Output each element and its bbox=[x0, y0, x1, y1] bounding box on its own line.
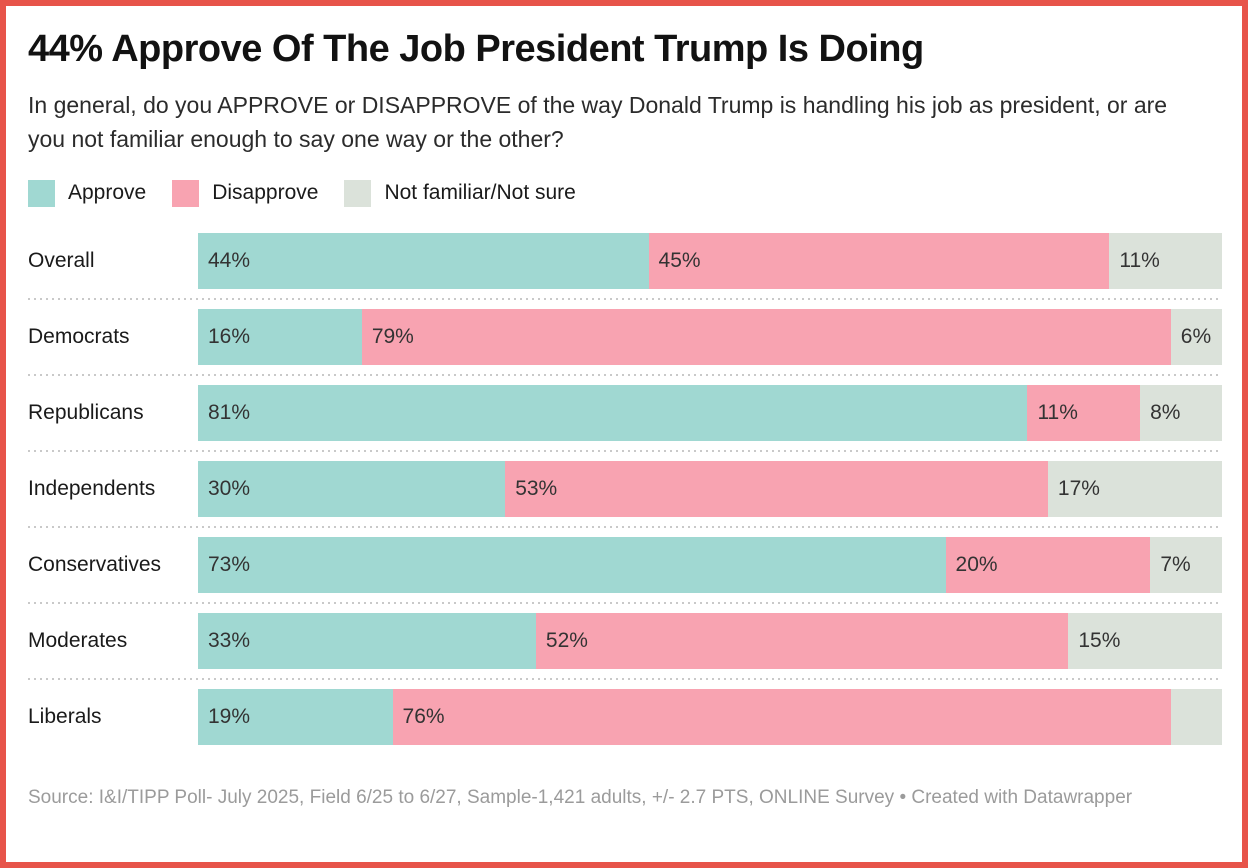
segment-value-label: 8% bbox=[1150, 400, 1181, 424]
source-note: Source: I&I/TIPP Poll- July 2025, Field … bbox=[28, 786, 1133, 808]
bar: 19% 76% bbox=[198, 688, 1222, 745]
bar-row: Conservatives 73% 20% 7% bbox=[28, 536, 1222, 593]
bar-segment-approve: 81% bbox=[198, 384, 1028, 441]
segment-value-label: 17% bbox=[1057, 476, 1100, 500]
bar-segment-approve: 19% bbox=[198, 688, 393, 745]
bar-segment-disapprove: 52% bbox=[535, 612, 1069, 669]
bar: 44% 45% 11% bbox=[198, 232, 1222, 289]
chart-title: 44% Approve Of The Job President Trump I… bbox=[28, 28, 924, 70]
legend-swatch-disapprove bbox=[172, 179, 200, 207]
bar-segment-not-familiar-not-sure: 6% bbox=[1170, 308, 1222, 365]
segment-value-label: 30% bbox=[208, 476, 251, 500]
legend-item: Disapprove bbox=[172, 179, 319, 207]
segment-value-label: 81% bbox=[208, 400, 251, 424]
row-divider bbox=[28, 525, 1222, 528]
segment-value-label: 11% bbox=[1119, 248, 1160, 272]
category-label: Independents bbox=[28, 476, 156, 500]
bar-segment-disapprove: 45% bbox=[648, 232, 1110, 289]
bar: 73% 20% 7% bbox=[198, 536, 1222, 593]
bar-row: Democrats 16% 79% 6% bbox=[28, 308, 1222, 365]
segment-value-label: 16% bbox=[208, 324, 251, 348]
legend-label: Approve bbox=[68, 181, 147, 205]
row-divider bbox=[28, 297, 1222, 300]
segment-value-label: 7% bbox=[1160, 552, 1191, 576]
bar-segment-not-familiar-not-sure: 11% bbox=[1109, 232, 1222, 289]
bar-segment-disapprove: 79% bbox=[361, 308, 1171, 365]
segment-value-label: 11% bbox=[1037, 400, 1078, 424]
legend-item: Approve bbox=[28, 179, 147, 207]
chart-subtitle: In general, do you APPROVE or DISAPPROVE… bbox=[28, 91, 1168, 152]
segment-value-label: 73% bbox=[208, 552, 251, 576]
category-label: Overall bbox=[28, 248, 95, 272]
bar-segment-disapprove: 11% bbox=[1027, 384, 1141, 441]
row-divider bbox=[28, 373, 1222, 376]
legend-swatch-approve bbox=[28, 179, 55, 207]
segment-value-label: 15% bbox=[1078, 628, 1121, 652]
segment-value-label: 45% bbox=[658, 248, 701, 272]
bar-segment-disapprove: 53% bbox=[505, 460, 1048, 517]
segment-value-label: 79% bbox=[371, 324, 414, 348]
bar-segment-not-familiar-not-sure: 8% bbox=[1140, 384, 1222, 441]
bar: 33% 52% 15% bbox=[198, 612, 1222, 669]
legend-item: Not familiar/Not sure bbox=[344, 179, 576, 207]
category-label: Democrats bbox=[28, 324, 130, 348]
stacked-bar-chart: Overall 44% 45% 11% Democrats 16% 79% 6% Rep… bbox=[28, 232, 1222, 745]
bar: 81% 11% 8% bbox=[198, 384, 1222, 441]
category-label: Conservatives bbox=[28, 552, 162, 576]
bar-row: Independents 30% 53% 17% bbox=[28, 460, 1222, 517]
bar-segment-not-familiar-not-sure: 15% bbox=[1068, 612, 1222, 669]
bar-segment-disapprove: 76% bbox=[392, 688, 1171, 745]
bar-segment-not-familiar-not-sure: 17% bbox=[1047, 460, 1222, 517]
segment-value-label: 53% bbox=[515, 476, 558, 500]
legend-label: Disapprove bbox=[212, 181, 319, 205]
bar-segment-approve: 30% bbox=[198, 460, 506, 517]
segment-value-label: 52% bbox=[545, 628, 588, 652]
segment-value-label: 20% bbox=[955, 552, 998, 576]
legend-swatch-not-familiar-not-sure bbox=[344, 179, 372, 207]
bar-segment-disapprove: 20% bbox=[945, 536, 1151, 593]
segment-value-label: 33% bbox=[208, 628, 251, 652]
category-label: Liberals bbox=[28, 704, 102, 728]
bar-segment-not-familiar-not-sure: 7% bbox=[1150, 536, 1222, 593]
segment-value-label: 6% bbox=[1180, 324, 1212, 348]
category-label: Moderates bbox=[28, 628, 128, 652]
bar-segment-approve: 44% bbox=[198, 232, 649, 289]
bar-segment-approve: 16% bbox=[198, 308, 362, 365]
segment-value-label: 44% bbox=[208, 248, 251, 272]
bar-row: Liberals 19% 76% bbox=[28, 688, 1222, 745]
bar-segment-not-familiar-not-sure bbox=[1170, 688, 1222, 745]
bar: 16% 79% 6% bbox=[198, 308, 1222, 365]
bar-segment-approve: 33% bbox=[198, 612, 536, 669]
bar-segment-approve: 73% bbox=[198, 536, 946, 593]
row-divider bbox=[28, 601, 1222, 604]
bar-row: Moderates 33% 52% 15% bbox=[28, 612, 1222, 669]
legend-label: Not familiar/Not sure bbox=[384, 181, 576, 205]
segment-value-label: 76% bbox=[402, 704, 445, 728]
bar: 30% 53% 17% bbox=[198, 460, 1222, 517]
legend: Approve Disapprove Not familiar/Not sure bbox=[28, 179, 1222, 207]
row-divider bbox=[28, 449, 1222, 452]
bar-row: Republicans 81% 11% 8% bbox=[28, 384, 1222, 441]
segment-value-label: 19% bbox=[208, 704, 251, 728]
row-divider bbox=[28, 677, 1222, 680]
bar-row: Overall 44% 45% 11% bbox=[28, 232, 1222, 289]
category-label: Republicans bbox=[28, 400, 144, 424]
